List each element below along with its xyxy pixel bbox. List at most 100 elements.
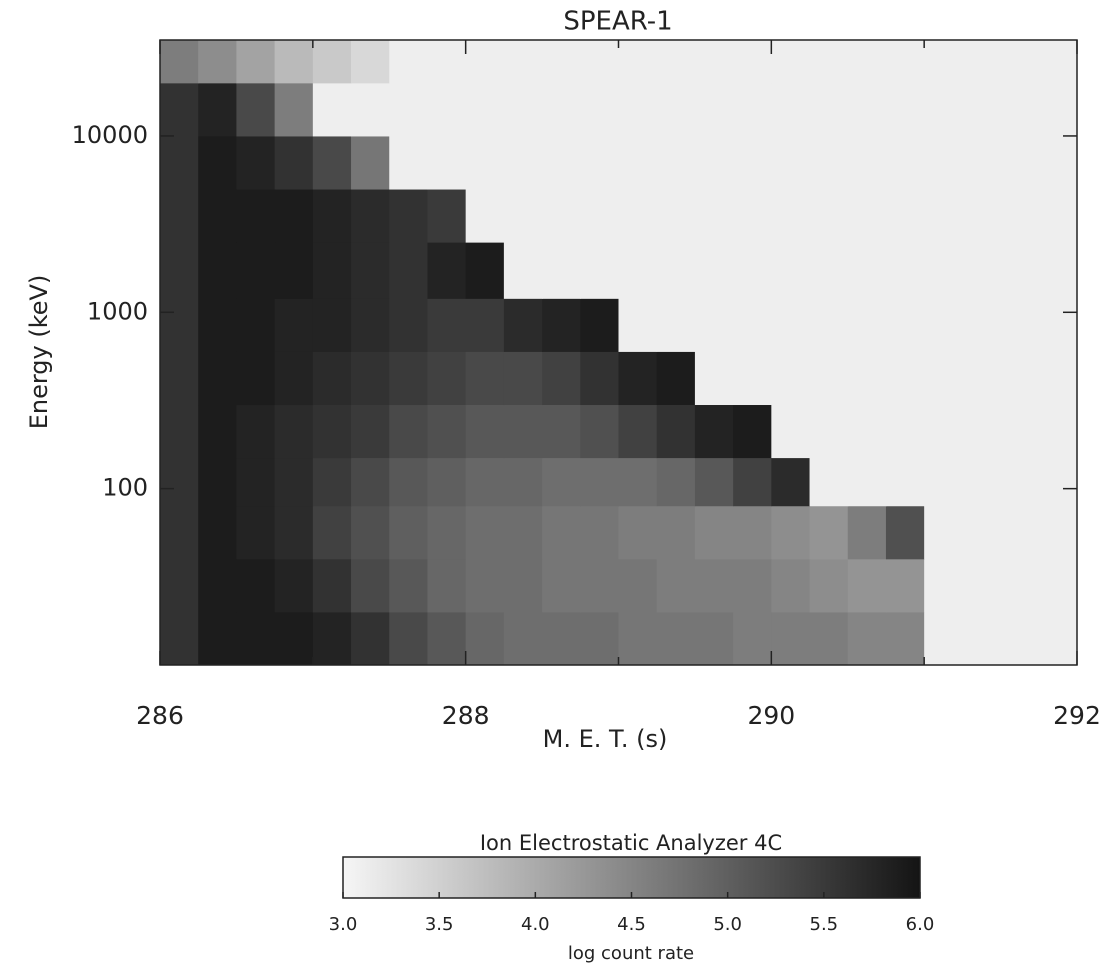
cell (962, 135, 1002, 190)
cell (236, 505, 276, 560)
cell (236, 82, 276, 137)
cell (847, 505, 887, 560)
cell (389, 298, 428, 352)
cell (809, 351, 849, 406)
colorbar-tick-label: 6.0 (906, 914, 935, 935)
cell (389, 189, 428, 243)
cell (580, 242, 619, 299)
cell (771, 351, 811, 406)
cell (771, 40, 811, 84)
colorbar-title: Ion Electrostatic Analyzer 4C (480, 831, 782, 855)
cell (771, 82, 811, 137)
cell (503, 189, 543, 243)
cell (580, 40, 619, 84)
cell (847, 351, 887, 406)
cell (427, 189, 467, 243)
cell (542, 189, 581, 243)
cell (1038, 351, 1078, 406)
cell (236, 351, 276, 406)
cell (274, 298, 314, 352)
cell (618, 404, 658, 459)
cell (236, 189, 276, 243)
cell (733, 611, 772, 666)
cell (924, 457, 963, 507)
cell (1038, 611, 1078, 666)
cell (656, 457, 696, 507)
cell (1000, 404, 1040, 459)
cell (924, 505, 963, 560)
cell (1000, 611, 1040, 666)
cell (236, 242, 276, 299)
cell (236, 404, 276, 459)
cell (542, 82, 581, 137)
cell (1038, 505, 1078, 560)
cell (274, 611, 314, 666)
cell (351, 351, 390, 406)
cell (465, 242, 505, 299)
x-axis-label: M. E. T. (s) (543, 725, 668, 753)
cell (236, 558, 276, 613)
cell (1038, 135, 1078, 190)
cell (503, 40, 543, 84)
cell (924, 611, 963, 666)
x-tick-label: 288 (442, 701, 490, 730)
cell (733, 505, 772, 560)
cell (236, 457, 276, 507)
cell (694, 242, 734, 299)
cell (160, 457, 199, 507)
heatmap (160, 40, 1078, 666)
cell (924, 298, 963, 352)
cell (427, 82, 467, 137)
cell (847, 40, 887, 84)
cell (198, 242, 237, 299)
cell (351, 298, 390, 352)
cell (580, 189, 619, 243)
cell (351, 505, 390, 560)
cell (465, 135, 505, 190)
cell (312, 351, 352, 406)
cell (465, 82, 505, 137)
cell (274, 404, 314, 459)
cell (312, 40, 352, 84)
cell (771, 611, 811, 666)
cell (160, 189, 199, 243)
cell (962, 611, 1002, 666)
cell (962, 457, 1002, 507)
cell (312, 135, 352, 190)
cell (1038, 82, 1078, 137)
cell (389, 351, 428, 406)
cell (580, 351, 619, 406)
cell (618, 242, 658, 299)
cell (962, 298, 1002, 352)
cell (503, 135, 543, 190)
colorbar-tick-label: 5.5 (810, 914, 839, 935)
cell (1000, 242, 1040, 299)
cell (542, 242, 581, 299)
cell (236, 298, 276, 352)
cell (580, 82, 619, 137)
x-tick-label: 286 (136, 701, 184, 730)
cell (1038, 40, 1078, 84)
cell (1000, 82, 1040, 137)
cell (694, 351, 734, 406)
cell (847, 242, 887, 299)
cell (809, 40, 849, 84)
cell (771, 505, 811, 560)
cell (771, 242, 811, 299)
cell (465, 298, 505, 352)
y-tick-label: 100 (102, 474, 148, 502)
cell (771, 298, 811, 352)
cell (962, 351, 1002, 406)
cell (809, 611, 849, 666)
cell (427, 457, 467, 507)
cell (542, 135, 581, 190)
cell (618, 82, 658, 137)
cell (312, 298, 352, 352)
cell (656, 40, 696, 84)
cell (809, 82, 849, 137)
cell (733, 457, 772, 507)
x-tick-label: 292 (1053, 701, 1101, 730)
cell (809, 457, 849, 507)
cell (312, 457, 352, 507)
